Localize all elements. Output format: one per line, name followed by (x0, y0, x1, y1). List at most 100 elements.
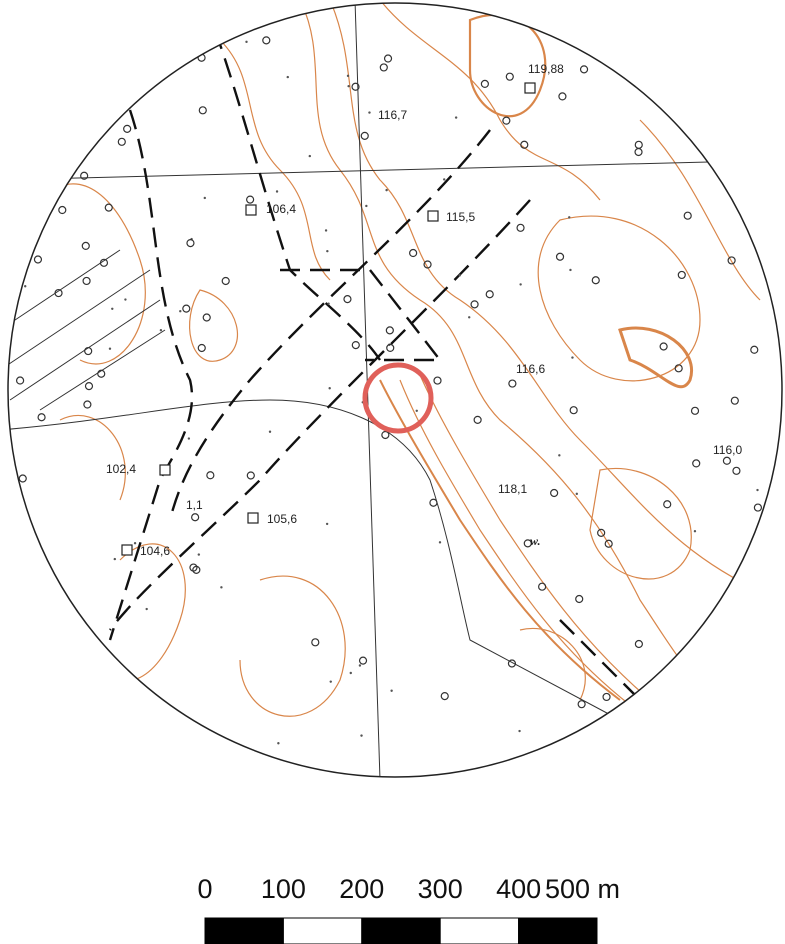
scale-segment (440, 918, 518, 944)
scale-segment (519, 918, 597, 944)
dot (198, 553, 200, 555)
dot (24, 285, 26, 287)
dot (77, 669, 79, 671)
dot (118, 28, 120, 30)
elevation-label: 115,5 (446, 210, 475, 224)
scale-segment (205, 918, 283, 944)
dot (569, 269, 571, 271)
scale-label: 200 (339, 874, 384, 904)
dot (111, 308, 113, 310)
dot (365, 205, 367, 207)
elevation-label: 105,6 (267, 512, 297, 526)
dot (558, 454, 560, 456)
scale-label: 400 (496, 874, 541, 904)
dot (385, 189, 387, 191)
elevation-label: 116,6 (516, 362, 545, 376)
dot (124, 298, 126, 300)
dot (350, 672, 352, 674)
elevation-label: 102,4 (106, 462, 136, 476)
elevation-label: 1,1 (186, 498, 203, 512)
dot (347, 85, 349, 87)
dot (309, 155, 311, 157)
elevation-label: 116,0 (713, 443, 742, 457)
dot (325, 229, 327, 231)
dot (519, 283, 521, 285)
dot (443, 178, 445, 180)
dot (738, 610, 740, 612)
marker (23, 576, 30, 583)
elevation-label: w. (530, 534, 541, 548)
scale-label: 500 m (545, 874, 620, 904)
dot (327, 303, 329, 305)
dot (360, 734, 362, 736)
dot (756, 489, 758, 491)
dot (760, 647, 762, 649)
dot (188, 437, 190, 439)
benchmark (428, 211, 438, 221)
marker (78, 67, 85, 74)
scale-label: 100 (261, 874, 306, 904)
dot (568, 216, 570, 218)
dot (518, 730, 520, 732)
dot (576, 493, 578, 495)
elevation-label: 119,88 (528, 62, 564, 76)
dot (143, 21, 145, 23)
marker (228, 17, 235, 24)
marker (80, 137, 87, 144)
dot (269, 431, 271, 433)
dot (326, 250, 328, 252)
dot (330, 680, 332, 682)
marker (77, 32, 84, 39)
dot (276, 190, 278, 192)
dot (137, 700, 139, 702)
marker (76, 702, 83, 709)
dot (277, 742, 279, 744)
dot (694, 530, 696, 532)
dot (740, 705, 742, 707)
dot (455, 116, 457, 118)
scale-label: 0 (197, 874, 212, 904)
marker (30, 152, 37, 159)
dot (22, 743, 24, 745)
dot (328, 387, 330, 389)
dot (160, 329, 162, 331)
dot (347, 75, 349, 77)
marker (677, 718, 684, 725)
dot (416, 410, 418, 412)
scale-segment (362, 918, 440, 944)
elevation-label: 116,7 (378, 108, 407, 122)
marker (721, 610, 728, 617)
elevation-label: 104,6 (140, 544, 170, 558)
scale-segment (283, 918, 361, 944)
benchmark (248, 513, 258, 523)
dot (390, 690, 392, 692)
dot (179, 310, 181, 312)
dot (359, 664, 361, 666)
dot (114, 558, 116, 560)
dot (220, 586, 222, 588)
dot (368, 111, 370, 113)
benchmark (122, 545, 132, 555)
dot (145, 608, 147, 610)
page: 119,88 116,7 106,4 115,5 116,6 116,0 102,4 1,1 1… (0, 0, 785, 944)
dot (287, 76, 289, 78)
dot (108, 684, 110, 686)
dot (245, 41, 247, 43)
dot (439, 541, 441, 543)
benchmark (525, 83, 535, 93)
dot (56, 714, 58, 716)
dot (468, 316, 470, 318)
scale-label: 300 (418, 874, 463, 904)
marker (29, 598, 36, 605)
benchmark (246, 205, 256, 215)
marker (687, 94, 694, 101)
dot (571, 356, 573, 358)
topographic-map: 119,88 116,7 106,4 115,5 116,6 116,0 102,4 1,1 1… (0, 0, 785, 944)
dot (459, 274, 461, 276)
dot (326, 523, 328, 525)
dot (134, 542, 136, 544)
dot (109, 348, 111, 350)
elevation-label: 106,4 (266, 202, 296, 216)
benchmark (160, 465, 170, 475)
